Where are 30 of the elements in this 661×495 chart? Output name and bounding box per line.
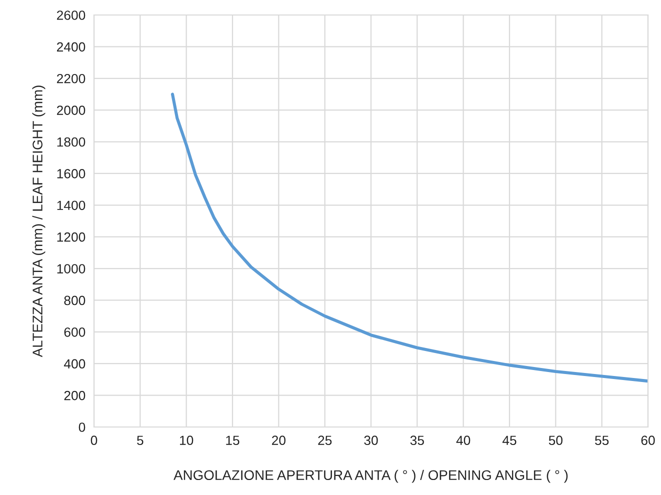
y-tick-label: 600 (64, 327, 86, 337)
x-tick-label: 45 (502, 436, 516, 446)
y-tick-label: 1800 (57, 137, 86, 147)
x-tick-label: 55 (595, 436, 609, 446)
x-tick-label: 60 (641, 436, 655, 446)
x-tick-label: 50 (548, 436, 562, 446)
y-tick-label: 1000 (57, 264, 86, 274)
y-tick-label: 800 (64, 296, 86, 306)
x-tick-label: 15 (226, 436, 240, 446)
y-tick-label: 2600 (56, 10, 86, 20)
x-axis-title: ANGOLAZIONE APERTURA ANTA ( ° ) / OPENING ANGLE ( ° ) (174, 470, 568, 483)
x-tick-label: 20 (272, 436, 286, 446)
x-tick-label: 5 (137, 436, 144, 446)
x-tick-label: 30 (364, 436, 378, 446)
y-tick-label: 2400 (56, 42, 86, 52)
y-tick-label: 1200 (57, 232, 86, 242)
y-axis-title: ALTEZZA ANTA (mm) / LEAF HEIGHT (mm) (32, 86, 46, 358)
y-tick-label: 200 (64, 390, 86, 400)
x-tick-label: 35 (410, 436, 424, 446)
y-tick-label: 2200 (56, 74, 86, 84)
y-tick-label: 2000 (56, 106, 86, 115)
x-tick-label: 10 (180, 436, 194, 446)
y-tick-label: 1600 (57, 169, 86, 178)
y-tick-label: 1400 (57, 200, 86, 210)
x-tick-label: 0 (90, 436, 98, 446)
x-tick-label: 40 (456, 436, 470, 446)
x-tick-label: 25 (318, 436, 332, 446)
y-tick-label: 400 (64, 359, 86, 369)
y-tick-label: 0 (78, 422, 86, 432)
line-series (170, 92, 648, 383)
